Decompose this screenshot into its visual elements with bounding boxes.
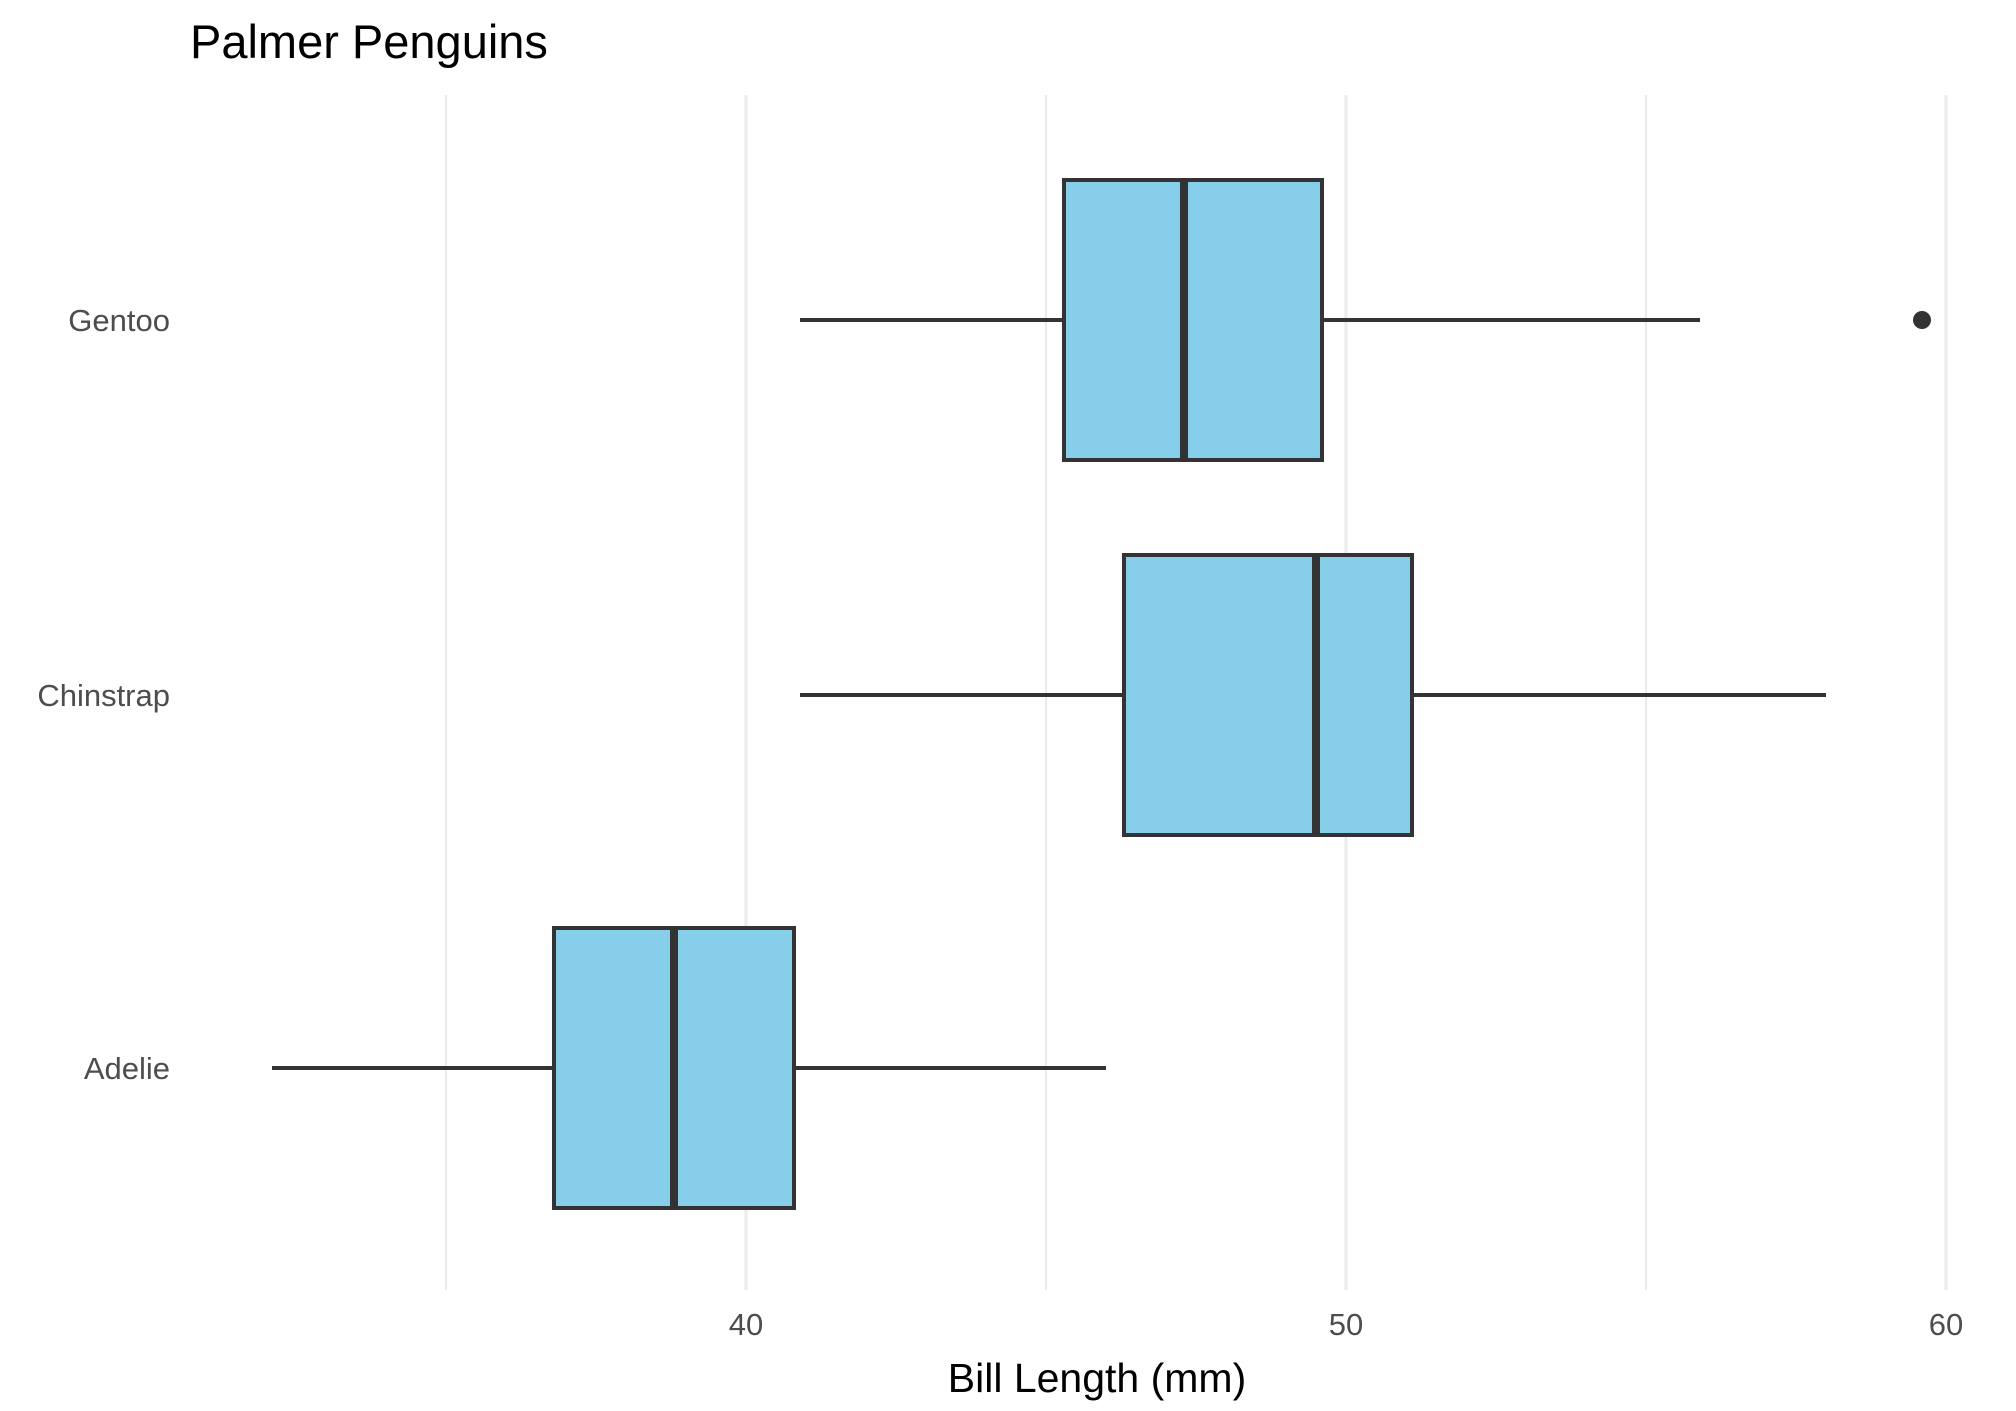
chart-title: Palmer Penguins xyxy=(190,15,548,68)
x-tick-label-40: 40 xyxy=(729,1307,763,1342)
x-axis-title: Bill Length (mm) xyxy=(948,1355,1246,1401)
x-tick-label-60: 60 xyxy=(1929,1307,1963,1342)
y-category-label-chinstrap: Chinstrap xyxy=(37,678,170,713)
y-category-label-gentoo: Gentoo xyxy=(68,303,170,338)
box-chinstrap xyxy=(800,553,1826,837)
x-axis-ticks: 40 50 60 xyxy=(729,1307,1963,1342)
box-adelie xyxy=(272,926,1106,1210)
x-tick-label-50: 50 xyxy=(1329,1307,1363,1342)
y-category-label-adelie: Adelie xyxy=(84,1051,170,1086)
y-axis-categories: Adelie Chinstrap Gentoo xyxy=(37,303,170,1086)
iqr-box-gentoo xyxy=(1062,178,1324,462)
iqr-box-chinstrap xyxy=(1122,553,1414,837)
boxes-layer xyxy=(272,178,1931,1210)
outlier-point-gentoo-0 xyxy=(1913,311,1931,329)
box-gentoo xyxy=(800,178,1931,462)
